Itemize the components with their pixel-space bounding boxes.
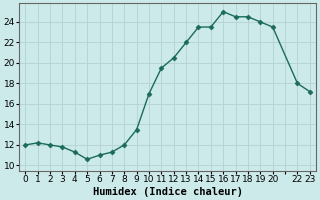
X-axis label: Humidex (Indice chaleur): Humidex (Indice chaleur)	[92, 186, 243, 197]
